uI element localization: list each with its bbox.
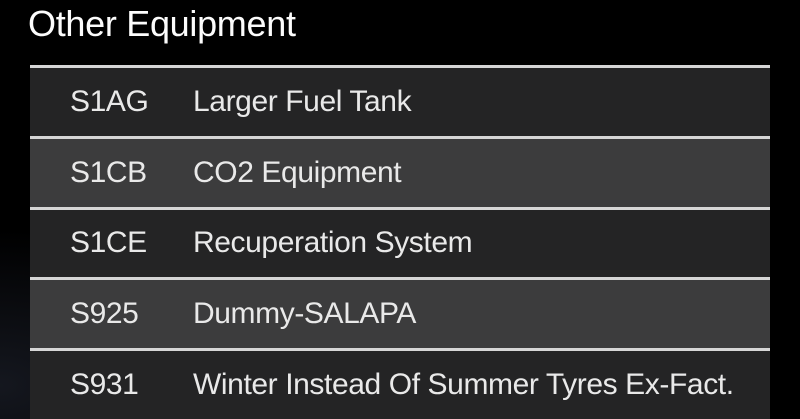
- equipment-code: S931: [70, 368, 139, 402]
- equipment-description: CO2 Equipment: [193, 155, 402, 189]
- list-item[interactable]: S1AG Larger Fuel Tank: [30, 65, 770, 136]
- page-title: Other Equipment: [28, 3, 296, 44]
- equipment-code: S1CE: [70, 226, 147, 260]
- equipment-code: S1AG: [70, 84, 149, 118]
- equipment-code: S925: [70, 297, 139, 331]
- list-item[interactable]: S1CE Recuperation System: [30, 206, 770, 278]
- list-item[interactable]: S1CB CO2 Equipment: [30, 135, 770, 207]
- list-item[interactable]: S925 Dummy-SALAPA: [30, 277, 770, 349]
- equipment-description: Dummy-SALAPA: [193, 297, 417, 331]
- list-item[interactable]: S931 Winter Instead Of Summer Tyres Ex-F…: [30, 348, 770, 419]
- equipment-description: Winter Instead Of Summer Tyres Ex-Fact.: [193, 368, 734, 402]
- equipment-list: S1AG Larger Fuel Tank S1CB CO2 Equipment…: [30, 65, 770, 419]
- equipment-description: Larger Fuel Tank: [193, 84, 412, 118]
- equipment-description: Recuperation System: [193, 226, 473, 260]
- equipment-code: S1CB: [70, 155, 147, 189]
